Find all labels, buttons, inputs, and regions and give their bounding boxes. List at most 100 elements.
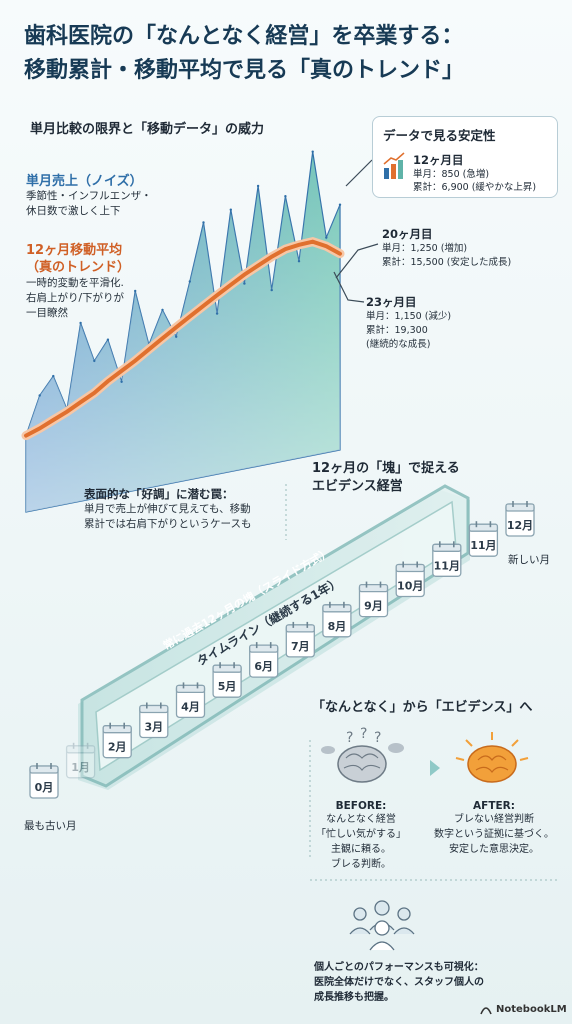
month23-cumulative: 累計：19,300 [366, 325, 428, 336]
noise-line-2: 休日数で激しく上下 [26, 205, 121, 217]
stability-callout: データで見る安定性 12ヶ月目 単月：850 (急増) 累計：6,900 (緩や… [372, 116, 558, 198]
month20-annotation: 20ヶ月目 単月：1,250 (増加) 累計：15,500 (安定した成長) [382, 226, 562, 270]
calendar-timeline: 0月 1月 2月 3月 4月 5月 6月 7月 8月 9月 10月 11月 11月 12月 [29, 501, 535, 799]
calendar-month-label: 3月 [144, 721, 163, 734]
calendar-icon: 6月 [249, 642, 279, 678]
calendar-icon: 1月 [65, 742, 96, 779]
noise-description: 単月売上（ノイズ） 季節性・インフルエンザ・ 休日数で激しく上下 [26, 170, 206, 219]
trap-title: 表面的な「好調」に潜む罠： [84, 487, 234, 501]
noise-point [175, 335, 178, 338]
title-line-2: 移動累計・移動平均で見る「真のトレンド」 [24, 58, 465, 83]
block-title: 12ヶ月の「塊」で捉える エビデンス経営 [312, 460, 460, 496]
calendar-icon: 4月 [175, 682, 206, 719]
noise-point [38, 394, 41, 397]
callout-month: 12ヶ月目 [413, 153, 464, 167]
calendar-month-label: 2月 [108, 741, 127, 754]
month23-pointer [333, 271, 365, 303]
footer-text: NotebookLM [496, 1004, 567, 1015]
block-title-2: エビデンス経営 [312, 479, 403, 494]
staff-group-icon [349, 900, 415, 951]
staff-description: 個人ごとのパフォーマンスも可視化： 医院全体だけでなく、スタッフ個人の 成長推移… [314, 960, 554, 1005]
calendar-icon: 8月 [322, 601, 352, 638]
staff-line-3: 成長推移も把握。 [314, 992, 394, 1003]
moving-average-description: 12ヶ月移動平均 （真のトレンド） 一時的変動を平滑化. 右肩上がり/下がりが … [26, 242, 196, 321]
noise-point [256, 184, 260, 188]
moving-average-line [24, 239, 342, 438]
ma-title-2: （真のトレンド） [26, 260, 131, 275]
calendar-month-label: 4月 [181, 700, 200, 713]
calendar-month-label: 10月 [397, 580, 423, 593]
chart-area [21, 150, 345, 513]
calendar-month-label: 7月 [291, 640, 310, 653]
after-line-3: 安定した意思決定。 [449, 844, 539, 855]
calendar-icon: 0月 [29, 763, 59, 799]
month23-annotation: 23ヶ月目 単月：1,150 (減少) 累計：19,300 (継続的な成長) [366, 294, 556, 352]
notebook-icon [480, 1006, 492, 1014]
calendar-icon: 11月 [432, 541, 462, 577]
after-line-1: ブレない経営判断 [454, 814, 534, 825]
trap-line-1: 単月で売上が伸びて見えても、移動 [84, 503, 251, 515]
svg-text:?: ? [360, 726, 367, 742]
noise-point [52, 374, 55, 378]
calendar-month-label: 5月 [218, 680, 237, 693]
oldest-month-label: 最も古い月 [24, 820, 77, 832]
newest-month-label: 新しい月 [508, 554, 550, 566]
calendar-icon: 11月 [468, 521, 499, 557]
month23-note: (継続的な成長) [366, 339, 431, 350]
noise-point [120, 380, 123, 383]
before-line-1: なんとなく経営 [326, 814, 396, 825]
noise-title: 単月売上（ノイズ） [26, 174, 143, 189]
noise-point [215, 312, 219, 315]
trap-line-2: 累計では右肩下がりというケースも [84, 518, 252, 530]
footer-brand: NotebookLM [480, 1004, 567, 1015]
callout-cumulative: 累計：6,900 (緩やかな上昇) [413, 182, 537, 193]
ma-line-3: 一目瞭然 [26, 307, 68, 319]
calendar-icon: 3月 [139, 702, 169, 739]
calendar-month-label: 11月 [434, 559, 460, 572]
after-head: AFTER: [473, 800, 515, 812]
month20-title: 20ヶ月目 [382, 227, 433, 241]
calendar-month-label: 12月 [507, 519, 533, 532]
trap-description: 表面的な「好調」に潜む罠： 単月で売上が伸びて見えても、移動 累計では右肩下がり… [84, 486, 294, 532]
callout-single: 単月：850 (急増) [413, 169, 490, 180]
ma-line-2: 右肩上がり/下がりが [26, 292, 125, 304]
noise-point [229, 208, 232, 211]
calendar-icon: 7月 [285, 621, 315, 658]
before-block: BEFORE: なんとなく経営 「忙しい気がする」 主観に頼る。 ブレる判断。 [306, 800, 416, 872]
noise-area-fade [26, 151, 340, 512]
calendar-month-label: 8月 [328, 620, 347, 633]
ma-title-1: 12ヶ月移動平均 [26, 243, 123, 258]
callout-title: データで見る安定性 [383, 128, 496, 143]
noise-point [188, 280, 191, 283]
calendar-month-label: 11月 [470, 539, 496, 552]
noise-point [79, 321, 82, 325]
before-line-4: ブレる判断。 [331, 859, 391, 870]
calendar-month-label: 0月 [35, 781, 54, 794]
month20-cumulative: 累計：15,500 (安定した成長) [382, 257, 512, 268]
brain-confused-icon: ? ? ? [321, 726, 404, 783]
noise-point [284, 195, 287, 198]
noise-point [202, 221, 205, 224]
evidence-title: 「なんとなく」から「エビデンス」へ [312, 700, 533, 715]
calendar-icon: 10月 [395, 561, 425, 598]
calendar-icon: 5月 [212, 662, 242, 698]
noise-point [243, 282, 246, 285]
noise-point [325, 236, 328, 239]
page-title: 歯科医院の「なんとなく経営」を卒業する： 移動累計・移動平均で見る「真のトレンド… [24, 20, 554, 88]
staff-line-2: 医院全体だけでなく、スタッフ個人の [314, 977, 484, 988]
before-line-2: 「忙しい気がする」 [316, 829, 406, 840]
calendar-icon: 9月 [358, 581, 389, 618]
title-line-1: 歯科医院の「なんとなく経営」を卒業する： [24, 24, 464, 49]
before-line-3: 主観に頼る。 [331, 844, 391, 855]
after-line-2: 数字という証拠に基づく。 [434, 829, 554, 840]
noise-point [297, 260, 301, 263]
noise-line-1: 季節性・インフルエンザ・ [26, 190, 152, 202]
brain-idea-icon [455, 732, 529, 783]
calendar-month-label: 1月 [71, 761, 90, 774]
before-head: BEFORE: [335, 800, 387, 812]
noise-point [270, 288, 273, 292]
ma-line-1: 一時的変動を平滑化. [26, 277, 124, 289]
calendar-month-label: 9月 [364, 600, 383, 613]
callout-pointer [345, 159, 373, 187]
